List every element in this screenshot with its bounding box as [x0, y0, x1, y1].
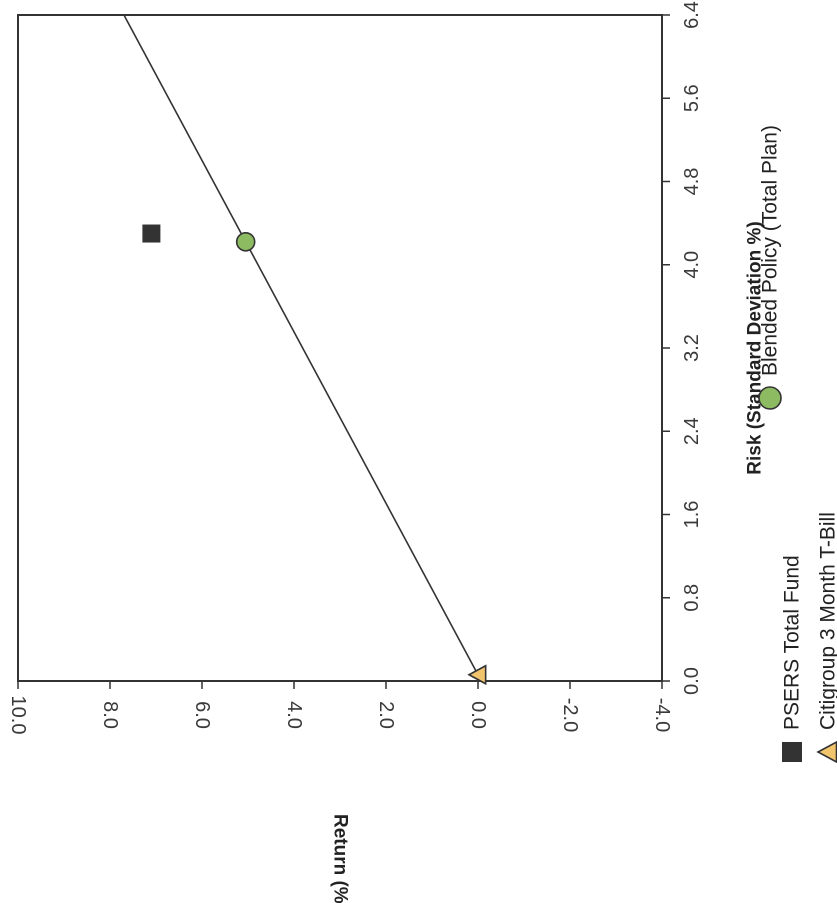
y-tick-label: 8.0 — [99, 701, 121, 729]
x-tick-label: 1.6 — [681, 501, 703, 529]
y-tick-label: -4.0 — [651, 698, 673, 732]
legend-marker-square — [782, 742, 802, 762]
x-tick-label: 2.4 — [681, 417, 703, 445]
legend-label: Citigroup 3 Month T-Bill — [817, 512, 837, 730]
legend-marker-circle — [758, 386, 782, 410]
y-tick-label: 0.0 — [467, 701, 489, 729]
y-axis-title: Return (%) — [330, 814, 351, 903]
x-tick-label: 5.6 — [681, 84, 703, 112]
x-tick-label: 0.8 — [681, 584, 703, 612]
x-tick-label: 4.0 — [681, 251, 703, 279]
x-tick-label: 0.0 — [681, 667, 703, 695]
legend-label: PSERS Total Fund — [781, 555, 804, 730]
plot-frame — [17, 14, 663, 682]
y-tick-label: 10.0 — [7, 696, 29, 735]
x-tick-label: 4.8 — [681, 168, 703, 196]
x-axis-title: Risk (Standard Deviation %) — [745, 221, 766, 474]
data-point-triangle — [467, 664, 487, 686]
legend-item: PSERS Total Fund — [781, 555, 804, 762]
legend-marker-triangle — [816, 740, 837, 764]
y-tick-label: 4.0 — [283, 701, 305, 729]
data-point-circle — [235, 232, 256, 252]
x-tick-label: 6.4 — [681, 1, 703, 29]
legend-item: Citigroup 3 Month T-Bill — [816, 512, 837, 764]
legend-label: Blended Policy (Total Plan) — [759, 125, 782, 376]
data-point-square — [142, 224, 161, 243]
y-tick-label: -2.0 — [559, 698, 581, 732]
legend-item: Blended Policy (Total Plan) — [758, 125, 782, 410]
y-tick-label: 6.0 — [191, 701, 213, 729]
x-tick-label: 3.2 — [681, 334, 703, 362]
capital-market-line — [123, 14, 479, 676]
y-tick-label: 2.0 — [375, 701, 397, 729]
